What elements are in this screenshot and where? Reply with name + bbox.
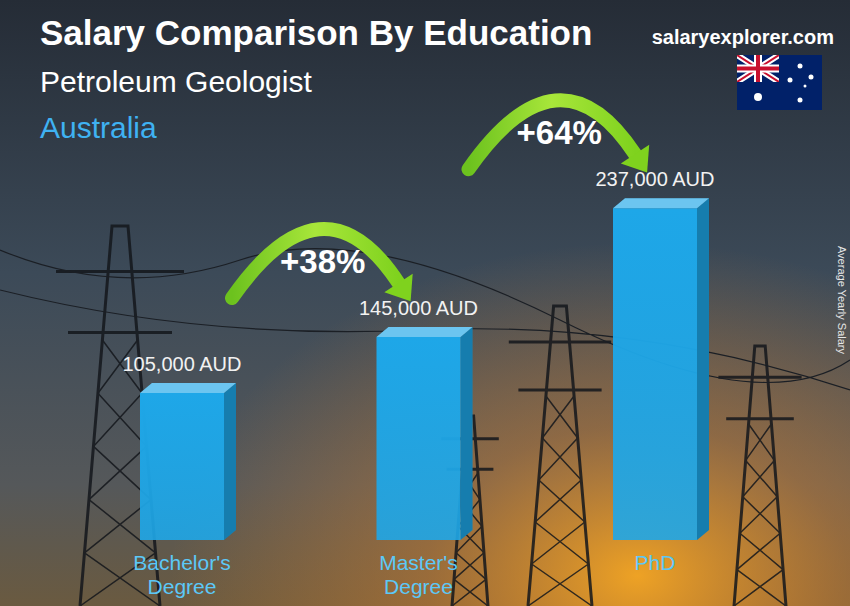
flag-star — [804, 85, 807, 88]
arrow-body — [469, 100, 636, 169]
bar-side-shade — [461, 327, 473, 540]
annotation-arrow — [232, 229, 413, 301]
pylon-lattice — [737, 533, 783, 569]
title: Salary Comparison By Education — [40, 13, 592, 52]
annotation: +64% — [517, 114, 602, 151]
pylon-arm — [56, 272, 184, 333]
pylon-lattice — [743, 460, 778, 496]
uj-cross-red — [737, 55, 779, 82]
flag-star — [798, 98, 803, 103]
pylon-lattice — [454, 553, 486, 580]
pylon-lattice — [535, 480, 585, 522]
arrow-body — [232, 229, 399, 298]
flag-star — [798, 64, 803, 69]
flag-field — [737, 55, 822, 110]
bar-group — [377, 327, 473, 540]
pylon — [528, 306, 592, 606]
bar-side — [697, 198, 709, 540]
x-tick-label: Bachelor'sDegree — [133, 551, 230, 598]
flag — [737, 55, 822, 110]
bar-top-light — [140, 383, 236, 393]
bar-side — [224, 383, 236, 540]
source: salaryexplorer.com — [652, 26, 834, 48]
y-axis-label: Average Yearly Salary — [836, 246, 848, 355]
data-label: 237,000 AUD — [596, 168, 715, 190]
x-tick-label-line: Degree — [384, 575, 453, 598]
background — [0, 0, 850, 606]
pylon-lattice — [528, 564, 592, 606]
bar-top-light — [613, 198, 709, 208]
x-tick-label: PhD — [635, 551, 676, 574]
pylon-lattice — [542, 396, 577, 438]
flag-star — [809, 75, 814, 80]
pylon-lattice — [539, 438, 581, 480]
annotation: +38% — [280, 243, 365, 280]
data-label: 145,000 AUD — [359, 297, 478, 319]
pylon-lattice — [452, 579, 488, 606]
pylon-lattice — [734, 570, 786, 606]
x-tick-label-line: Bachelor's — [133, 551, 230, 574]
bar-top-light — [377, 327, 473, 337]
bar — [140, 393, 224, 540]
annotation-arrow — [469, 100, 650, 172]
x-tick-label-line: Degree — [148, 575, 217, 598]
arrow-head — [384, 274, 412, 302]
page: {"chart_data": {"type": "bar", "title": … — [0, 0, 850, 606]
pylon-arm — [718, 377, 801, 419]
bar-group — [613, 198, 709, 540]
uj-diag-red — [737, 55, 779, 82]
subtitle: Petroleum Geologist — [40, 65, 312, 98]
uj-diag — [737, 55, 779, 82]
x-tick-label-line: Master's — [379, 551, 458, 574]
union-jack — [737, 55, 779, 82]
pylon-lattice — [93, 393, 146, 446]
bar — [377, 337, 461, 540]
flag-star — [754, 93, 762, 101]
background-glow — [0, 0, 850, 606]
arrow-head — [621, 145, 649, 173]
bar-side-shade — [224, 383, 236, 540]
location: Australia — [40, 111, 157, 144]
flag-star — [788, 78, 793, 83]
bar-side-shade — [697, 198, 709, 540]
x-tick-label-line: PhD — [635, 551, 676, 574]
pylon-lattice — [746, 424, 775, 460]
chart-container: Salary Comparison By Education Petroleum … — [0, 0, 850, 606]
data-label: 105,000 AUD — [123, 353, 242, 375]
pylon-lattice — [740, 497, 780, 533]
pylon — [734, 346, 786, 606]
bar-group — [140, 383, 236, 540]
x-tick-label: Master'sDegree — [379, 551, 458, 598]
uj-cross — [737, 55, 779, 82]
bar — [613, 208, 697, 540]
pylon-lattice — [532, 522, 589, 564]
bar-top — [377, 327, 473, 337]
bar-top — [613, 198, 709, 208]
bar-side — [461, 327, 473, 540]
chart-svg: Salary Comparison By Education Petroleum … — [0, 0, 850, 606]
pylon-arm — [509, 342, 611, 390]
bar-top — [140, 383, 236, 393]
